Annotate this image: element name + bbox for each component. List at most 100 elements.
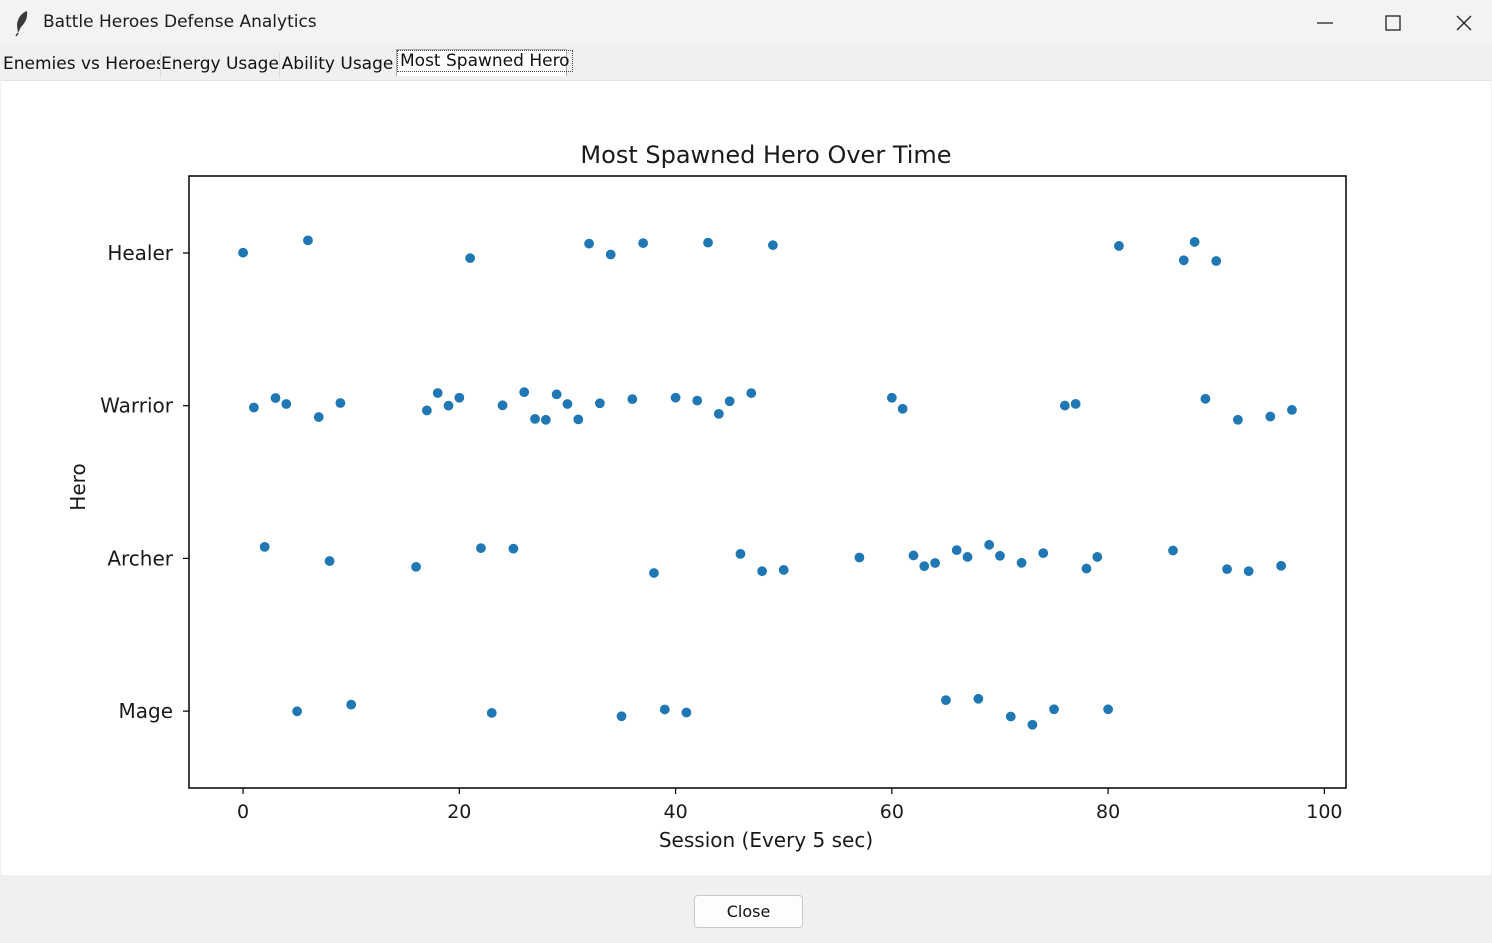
scatter-point (1178, 254, 1190, 266)
scatter-point (1016, 557, 1028, 569)
scatter-point (1005, 711, 1017, 723)
tab-separator (279, 52, 280, 78)
scatter-point (410, 561, 422, 573)
scatter-point (1232, 414, 1244, 426)
window-title: Battle Heroes Defense Analytics (43, 12, 317, 32)
scatter-point (594, 397, 606, 409)
scatter-point (670, 392, 682, 404)
scatter-point (1264, 411, 1276, 423)
x-tick-label: 0 (237, 801, 249, 823)
scatter-point (691, 395, 703, 407)
scatter-point (907, 549, 919, 561)
scatter-point (1070, 398, 1082, 410)
scatter-point (432, 387, 444, 399)
scatter-point (1275, 560, 1287, 572)
scatter-point (778, 564, 790, 576)
scatter-point (1037, 547, 1049, 559)
scatter-point (702, 237, 714, 249)
scatter-point (724, 395, 736, 407)
tab-content: Most Spawned Hero Over Time Healer Warrio… (1, 80, 1491, 875)
scatter-point (313, 411, 325, 423)
scatter-point (1048, 703, 1060, 715)
x-tick-label: 20 (447, 801, 471, 823)
scatter-point (453, 392, 465, 404)
scatter-point (713, 408, 725, 420)
scatter-point (962, 551, 974, 563)
scatter-point (659, 703, 671, 715)
scatter-point (443, 400, 455, 412)
scatter-point (551, 388, 563, 400)
scatter-point (561, 398, 573, 410)
scatter-point (529, 413, 541, 425)
scatter-point (1080, 563, 1092, 575)
data-points (237, 234, 1298, 731)
scatter-point (972, 693, 984, 705)
scatter-point (507, 543, 519, 555)
scatter-point (518, 386, 530, 398)
y-tick-label: Warrior (100, 394, 174, 418)
tab-label: Most Spawned Hero (397, 50, 573, 72)
scatter-point (951, 544, 963, 556)
scatter-point (1199, 393, 1211, 405)
maximize-button[interactable] (1358, 0, 1428, 46)
x-tick-label: 80 (1096, 801, 1120, 823)
title-bar: Battle Heroes Defense Analytics (0, 0, 1492, 46)
scatter-point (302, 234, 314, 246)
x-tick-label: 60 (880, 801, 904, 823)
scatter-point (1210, 255, 1222, 267)
scatter-point (475, 542, 487, 554)
x-tick-label: 100 (1306, 801, 1342, 823)
tab-enemies-vs-heroes[interactable]: Enemies vs Heroes (3, 50, 165, 78)
x-tick-label: 40 (663, 801, 687, 823)
scatter-point (1102, 703, 1114, 715)
scatter-point (940, 694, 952, 706)
close-icon (1456, 15, 1472, 31)
tab-separator (160, 52, 161, 78)
tab-bar: Enemies vs Heroes Energy Usage Ability U… (0, 46, 1492, 80)
scatter-point (1091, 551, 1103, 563)
scatter-point (886, 392, 898, 404)
scatter-point (918, 560, 930, 572)
maximize-icon (1385, 15, 1401, 31)
feather-icon (15, 11, 28, 37)
scatter-point (540, 414, 552, 426)
scatter-point (280, 398, 292, 410)
scatter-point (1113, 240, 1125, 252)
y-tick-label: Mage (118, 699, 173, 723)
scatter-point (680, 707, 692, 719)
x-axis-label: Session (Every 5 sec) (659, 828, 873, 852)
scatter-point (1221, 563, 1233, 575)
scatter-point (994, 550, 1006, 562)
scatter-point (616, 710, 628, 722)
y-axis: Healer Warrior Archer Mage (100, 241, 189, 723)
y-axis-label: Hero (66, 463, 90, 510)
close-window-button[interactable] (1429, 0, 1492, 46)
scatter-point (1286, 404, 1298, 416)
scatter-point (605, 249, 617, 261)
x-axis: 0 20 40 60 80 100 (237, 788, 1343, 823)
scatter-point (1189, 236, 1201, 248)
footer: Close (0, 875, 1492, 943)
scatter-point (583, 238, 595, 250)
minimize-icon (1317, 22, 1333, 24)
scatter-point (745, 387, 757, 399)
tab-most-spawned-hero[interactable]: Most Spawned Hero (396, 49, 573, 76)
scatter-point (497, 399, 509, 411)
scatter-point (853, 552, 865, 564)
close-button[interactable]: Close (694, 895, 803, 928)
scatter-point (897, 403, 909, 415)
scatter-point (334, 397, 346, 409)
scatter-point (248, 402, 260, 414)
tab-label: Ability Usage (281, 54, 394, 74)
tab-label: Energy Usage (161, 54, 279, 74)
tab-ability-usage[interactable]: Ability Usage (280, 50, 395, 78)
tab-energy-usage[interactable]: Energy Usage (161, 50, 279, 78)
scatter-point (1167, 545, 1179, 557)
chart-title: Most Spawned Hero Over Time (580, 141, 951, 169)
scatter-point (1059, 400, 1071, 412)
scatter-point (983, 539, 995, 551)
minimize-button[interactable] (1290, 0, 1360, 46)
scatter-point (345, 699, 357, 711)
y-tick-label: Archer (107, 546, 173, 570)
scatter-point (929, 557, 941, 569)
